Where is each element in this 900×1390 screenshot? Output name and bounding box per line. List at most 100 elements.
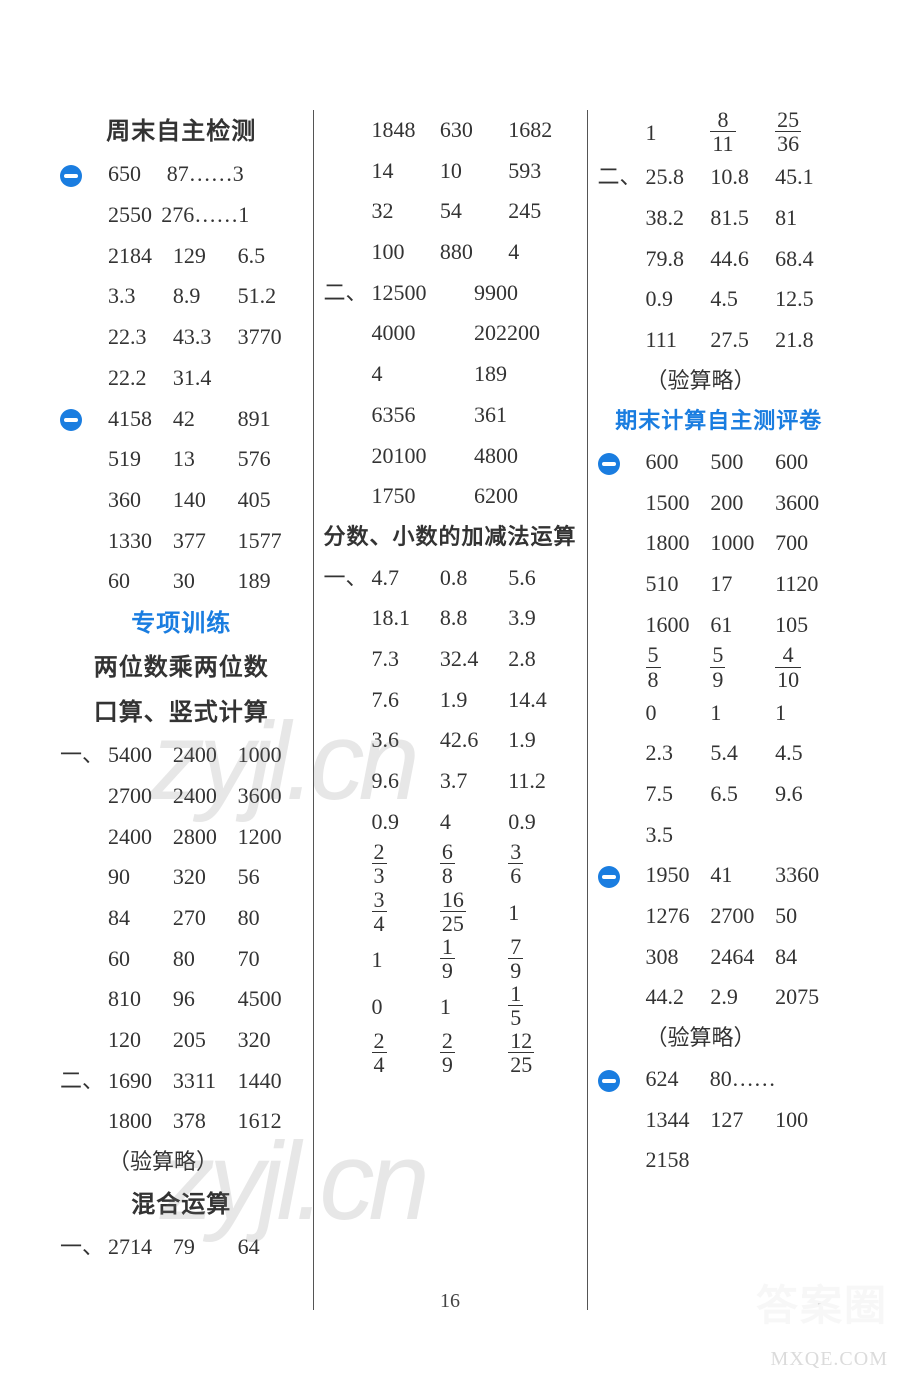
cell: 41 — [710, 855, 775, 896]
cell: 1577 — [238, 521, 303, 562]
cell: 0 — [646, 693, 711, 734]
cell: 3.6 — [372, 720, 440, 761]
cell: 1440 — [238, 1061, 303, 1102]
cell: 2714 — [108, 1227, 173, 1268]
cell: 50 — [775, 896, 840, 937]
cell: 10.8 — [710, 157, 775, 198]
cell: 3600 — [775, 483, 840, 524]
cell: 1225 — [508, 1031, 576, 1078]
cell: 60 — [108, 939, 173, 980]
data-row: 62480…… — [598, 1059, 841, 1100]
cell: 205 — [173, 1020, 238, 1061]
cell: 1500 — [646, 483, 711, 524]
cell: 378 — [173, 1101, 238, 1142]
data-row: 18001000700 — [598, 523, 841, 564]
cell: 81.5 — [710, 198, 775, 239]
cell: 1 — [646, 113, 711, 154]
cell: 30 — [173, 561, 238, 602]
cell: 80 — [238, 898, 303, 939]
cell: 56 — [238, 857, 303, 898]
cell: 500 — [710, 442, 775, 483]
data-row: 510171120 — [598, 564, 841, 605]
cell: 2550 — [108, 195, 161, 236]
cell: 2400 — [173, 735, 238, 776]
cell: 1 — [775, 693, 840, 734]
data-row: 15002003600 — [598, 483, 841, 524]
data-row: 一、27147964 — [60, 1227, 303, 1268]
data-row: 011 — [598, 693, 841, 734]
section-marker-icon — [598, 866, 620, 888]
cell: 1950 — [646, 855, 711, 896]
cell: 4 — [440, 802, 508, 843]
data-row: 一、4.70.85.6 — [324, 558, 577, 599]
cell: 1 — [440, 987, 508, 1028]
cell: 377 — [173, 521, 238, 562]
cell: 276……1 — [161, 195, 249, 236]
cell: 9.6 — [775, 774, 840, 815]
data-row: 22.343.33770 — [60, 317, 303, 358]
cell: 7.3 — [372, 639, 440, 680]
cell: 600 — [775, 442, 840, 483]
cell: 38.2 — [646, 198, 711, 239]
data-row: 6356361 — [324, 395, 577, 436]
cell: 7.5 — [646, 774, 711, 815]
cell: 20100 — [372, 436, 475, 477]
cell: 1.9 — [508, 720, 576, 761]
data-row: 236836 — [324, 842, 577, 889]
col1-h1: 周末自主检测 — [60, 110, 303, 154]
data-row: 0.94.512.5 — [598, 279, 841, 320]
cell: 1000 — [238, 735, 303, 776]
row-prefix: 二、 — [60, 1061, 108, 1102]
cell: 2158 — [646, 1140, 711, 1181]
row-prefix: 一、 — [60, 1227, 108, 1268]
cell: 1600 — [646, 605, 711, 646]
data-row: 3254245 — [324, 191, 577, 232]
cell: 2.3 — [646, 733, 711, 774]
column-1: 周末自主检测 65087……32550276……121841296.53.38.… — [50, 110, 313, 1310]
cell: 2400 — [108, 817, 173, 858]
cell: 1000 — [710, 523, 775, 564]
data-row: 18003781612 — [60, 1101, 303, 1142]
cell: 68.4 — [775, 239, 840, 280]
data-row: 415842891 — [60, 399, 303, 440]
cell: 43.3 — [173, 317, 238, 358]
data-row: 二、25.810.845.1 — [598, 157, 841, 198]
col2-h1: 分数、小数的加减法运算 — [324, 517, 577, 558]
cell: 880 — [440, 232, 508, 273]
cell: 4000 — [372, 313, 475, 354]
brand-bottom: MXQE.COM — [756, 1341, 888, 1378]
cell: 4800 — [474, 436, 577, 477]
cell: 34 — [372, 890, 440, 937]
cell: 1276 — [646, 896, 711, 937]
page-root: 周末自主检测 65087……32550276……121841296.53.38.… — [0, 0, 900, 1310]
data-row: 0115 — [324, 984, 577, 1031]
cell: 0.9 — [646, 279, 711, 320]
cell: 2700 — [108, 776, 173, 817]
data-row: 二、169033111440 — [60, 1061, 303, 1102]
col3-h1: 期末计算自主测评卷 — [598, 401, 841, 442]
cell: 64 — [238, 1227, 303, 1268]
cell: 120 — [108, 1020, 173, 1061]
data-row: 600500600 — [598, 442, 841, 483]
cell: 2700 — [710, 896, 775, 937]
col2-d1: 一、4.70.85.618.18.83.97.332.42.87.61.914.… — [324, 558, 577, 843]
cell: 10 — [440, 151, 508, 192]
cell: 32.4 — [440, 639, 508, 680]
col1-h2: 专项训练 — [60, 602, 303, 646]
data-row: 13303771577 — [60, 521, 303, 562]
cell: 361 — [474, 395, 577, 436]
cell: 1625 — [440, 890, 508, 937]
data-row: 1008804 — [324, 232, 577, 273]
cell: 600 — [646, 442, 711, 483]
data-row: 8427080 — [60, 898, 303, 939]
cell: 811 — [710, 110, 775, 157]
col3-note1: （验算略） — [598, 361, 841, 402]
data-row: 38.281.581 — [598, 198, 841, 239]
cell: 1848 — [372, 110, 440, 151]
cell: 1690 — [108, 1061, 173, 1102]
data-row: 0.940.9 — [324, 802, 577, 843]
data-row: 21841296.5 — [60, 236, 303, 277]
section-marker-icon — [598, 453, 620, 475]
cell: 24 — [372, 1031, 440, 1078]
data-row: 18112536 — [598, 110, 841, 157]
